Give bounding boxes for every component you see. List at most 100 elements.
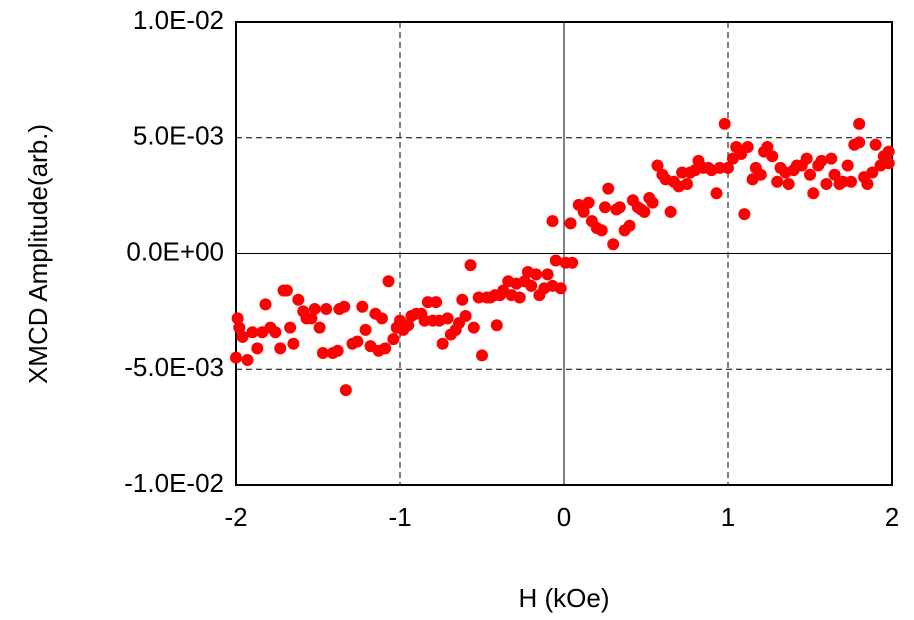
data-point (246, 326, 259, 339)
data-point (331, 344, 344, 357)
data-point (761, 141, 774, 154)
data-point (292, 293, 305, 306)
data-point (467, 321, 480, 334)
data-point (754, 168, 767, 181)
data-point (599, 201, 611, 214)
data-point (541, 268, 554, 281)
data-point (820, 178, 833, 191)
y-tick-label: 1.0E-02 (133, 5, 224, 35)
y-tick-label: -5.0E-03 (124, 352, 224, 382)
data-point (456, 293, 469, 306)
y-tick-label: -1.0E-02 (124, 468, 224, 498)
data-point (236, 330, 249, 343)
data-point (841, 159, 854, 172)
data-point (421, 296, 434, 309)
data-point (623, 219, 636, 232)
data-point (549, 254, 562, 267)
data-point (339, 384, 352, 397)
x-tick-label: 0 (557, 502, 571, 532)
y-axis-label: XMCD Amplitude(arb.) (23, 124, 53, 384)
data-point (305, 312, 318, 325)
data-point (490, 319, 503, 332)
data-point (836, 175, 849, 188)
data-point (313, 321, 326, 334)
data-point (800, 152, 813, 165)
data-point (828, 168, 841, 181)
data-point (566, 256, 579, 269)
data-point (287, 337, 300, 350)
x-tick-label: -2 (224, 502, 247, 532)
data-point (274, 342, 287, 355)
data-point (476, 349, 488, 362)
data-point (664, 205, 677, 218)
data-point (646, 196, 659, 209)
data-point (804, 168, 816, 181)
data-point (602, 182, 615, 195)
data-point (882, 145, 895, 158)
x-tick-label: -1 (388, 502, 411, 532)
x-tick-label: 1 (721, 502, 735, 532)
data-point (815, 154, 828, 167)
data-point (241, 353, 254, 366)
data-point (554, 282, 567, 295)
data-point (259, 298, 272, 311)
data-point (351, 335, 364, 348)
data-point (464, 259, 477, 272)
data-point (418, 314, 431, 327)
data-point (882, 157, 895, 170)
data-point (766, 150, 779, 163)
data-point (681, 178, 693, 191)
data-point (338, 300, 351, 313)
data-point (472, 291, 485, 304)
data-point (284, 321, 297, 334)
data-point (710, 187, 723, 200)
data-point (866, 166, 879, 179)
x-tick-label: 2 (885, 502, 899, 532)
plot-border (235, 21, 893, 486)
data-point (320, 303, 333, 316)
data-point (308, 303, 321, 316)
y-tick-label: 5.0E-03 (133, 121, 224, 151)
data-point (782, 178, 795, 191)
data-point (713, 161, 726, 174)
data-point (613, 201, 626, 214)
data-point (564, 217, 577, 230)
data-point (525, 279, 538, 292)
data-point (530, 268, 543, 281)
x-axis-label: H (kOe) (519, 583, 610, 613)
data-point (230, 351, 242, 364)
data-point (382, 275, 395, 288)
y-tick-label: 0.0E+00 (126, 236, 224, 266)
data-point (722, 161, 734, 174)
data-point (741, 141, 754, 154)
data-point (651, 159, 664, 172)
data-point (638, 205, 651, 218)
data-point (676, 166, 689, 179)
data-point (280, 284, 293, 297)
data-point (853, 117, 866, 130)
data-point (459, 310, 472, 323)
data-point (546, 215, 559, 228)
data-point (771, 175, 784, 188)
data-point (869, 138, 882, 151)
data-point (577, 205, 590, 218)
data-point (861, 178, 874, 191)
data-point (607, 238, 620, 251)
data-point (402, 319, 415, 332)
data-point (513, 291, 526, 304)
data-point (430, 296, 443, 309)
data-point (738, 208, 751, 221)
data-point (231, 312, 244, 325)
data-point (379, 342, 392, 355)
data-point (845, 175, 857, 188)
data-point (441, 312, 454, 325)
data-point (718, 117, 731, 130)
data-point (825, 152, 838, 165)
data-point (807, 187, 820, 200)
data-point (387, 333, 400, 346)
data-point (595, 224, 608, 237)
data-point (436, 337, 449, 350)
data-point (853, 136, 866, 149)
data-point (356, 300, 369, 313)
